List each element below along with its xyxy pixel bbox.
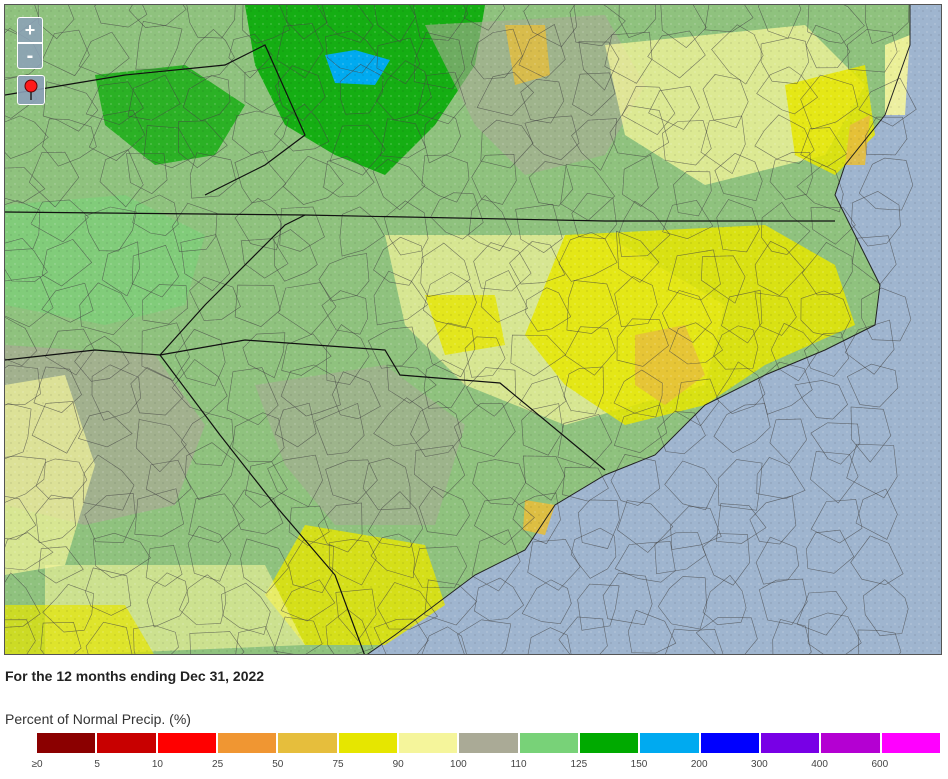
precip-map[interactable]	[4, 4, 942, 655]
legend-swatch	[97, 733, 157, 753]
legend-swatch	[821, 733, 881, 753]
period-text: For the 12 months ending Dec 31, 2022	[5, 668, 264, 684]
location-pin-icon	[24, 79, 38, 101]
legend-tick-label: 90	[393, 759, 404, 770]
zoom-in-button[interactable]: +	[17, 17, 43, 43]
legend-tick-labels: ≥0 5 10 25 50 75 90 100 110 125 150 200 300 400 600	[0, 759, 948, 773]
legend-swatch	[158, 733, 218, 753]
legend-tick-label: 110	[511, 759, 527, 770]
legend-tick-label: 100	[450, 759, 467, 770]
legend-tick-label: 5	[94, 759, 100, 770]
legend-swatch	[218, 733, 278, 753]
legend-tick-label: 150	[631, 759, 648, 770]
legend-swatch	[701, 733, 761, 753]
legend-tick-label: 50	[272, 759, 283, 770]
legend-swatch	[520, 733, 580, 753]
legend-swatch	[339, 733, 399, 753]
legend-swatch	[580, 733, 640, 753]
legend-swatch	[399, 733, 459, 753]
legend-tick-label: 75	[332, 759, 343, 770]
legend-title: Percent of Normal Precip. (%)	[5, 711, 191, 727]
map-canvas[interactable]	[5, 5, 942, 655]
legend-swatch	[278, 733, 338, 753]
legend-swatch	[761, 733, 821, 753]
legend-tick-label: ≥0	[31, 759, 42, 770]
legend-swatch	[459, 733, 519, 753]
legend-tick-label: 400	[811, 759, 828, 770]
legend-tick-label: 600	[871, 759, 888, 770]
legend-tick-label: 10	[152, 759, 163, 770]
legend-tick-label: 300	[751, 759, 768, 770]
legend-color-bar	[37, 733, 940, 753]
zoom-out-button[interactable]: -	[17, 43, 43, 69]
location-pin-button[interactable]	[17, 75, 45, 105]
legend-swatch	[882, 733, 940, 753]
legend-swatch	[37, 733, 97, 753]
legend-tick-label: 200	[691, 759, 708, 770]
legend-tick-label: 25	[212, 759, 223, 770]
legend-swatch	[640, 733, 700, 753]
legend-tick-label: 125	[570, 759, 587, 770]
